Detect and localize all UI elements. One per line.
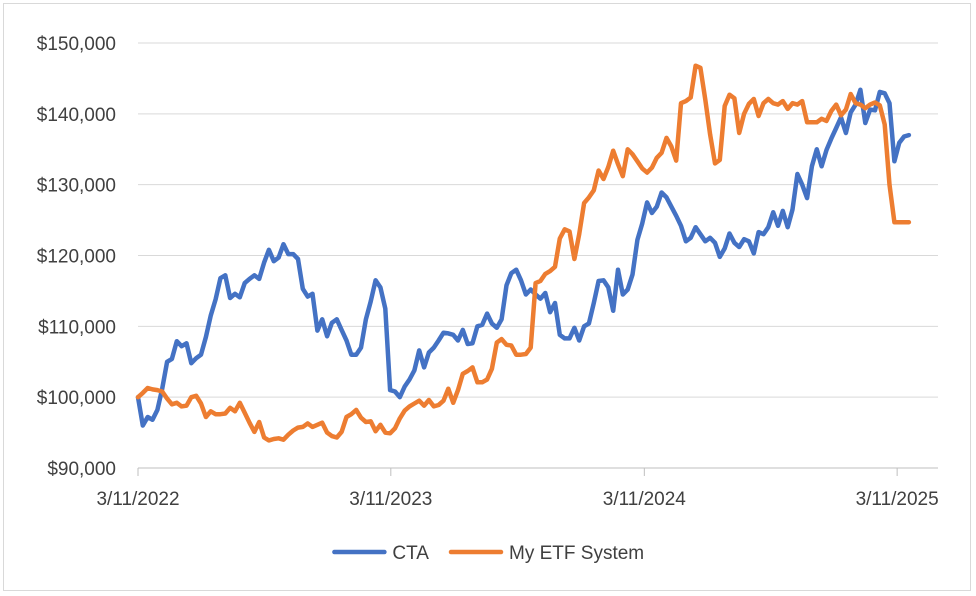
legend-label: My ETF System — [509, 543, 644, 564]
x-tick-label: 3/11/2022 — [96, 489, 179, 510]
legend-label: CTA — [392, 543, 429, 564]
plot-series — [135, 63, 912, 443]
y-tick-label: $140,000 — [37, 105, 116, 126]
y-tick-label: $150,000 — [37, 34, 116, 55]
y-tick-label: $120,000 — [37, 247, 116, 268]
x-tick-label: 3/11/2023 — [349, 489, 432, 510]
x-axis: 3/11/2022 3/11/2023 3/11/2024 3/11/2025 — [96, 467, 939, 510]
x-tick-label: 3/11/2025 — [856, 489, 939, 510]
y-tick-label: $100,000 — [37, 388, 116, 409]
legend: CTA My ETF System — [332, 543, 644, 564]
chart-area — [3, 3, 971, 591]
series-line-my-etf-system — [135, 63, 912, 443]
x-tick-label: 3/11/2024 — [603, 489, 687, 510]
y-axis: $90,000 $100,000 $110,000 $120,000 $130,000 $… — [37, 34, 116, 480]
y-tick-label: $130,000 — [37, 176, 116, 197]
y-tick-label: $110,000 — [38, 317, 116, 338]
y-tick-label: $90,000 — [47, 459, 116, 480]
gridlines — [138, 42, 938, 398]
series-line-cta — [135, 87, 912, 428]
